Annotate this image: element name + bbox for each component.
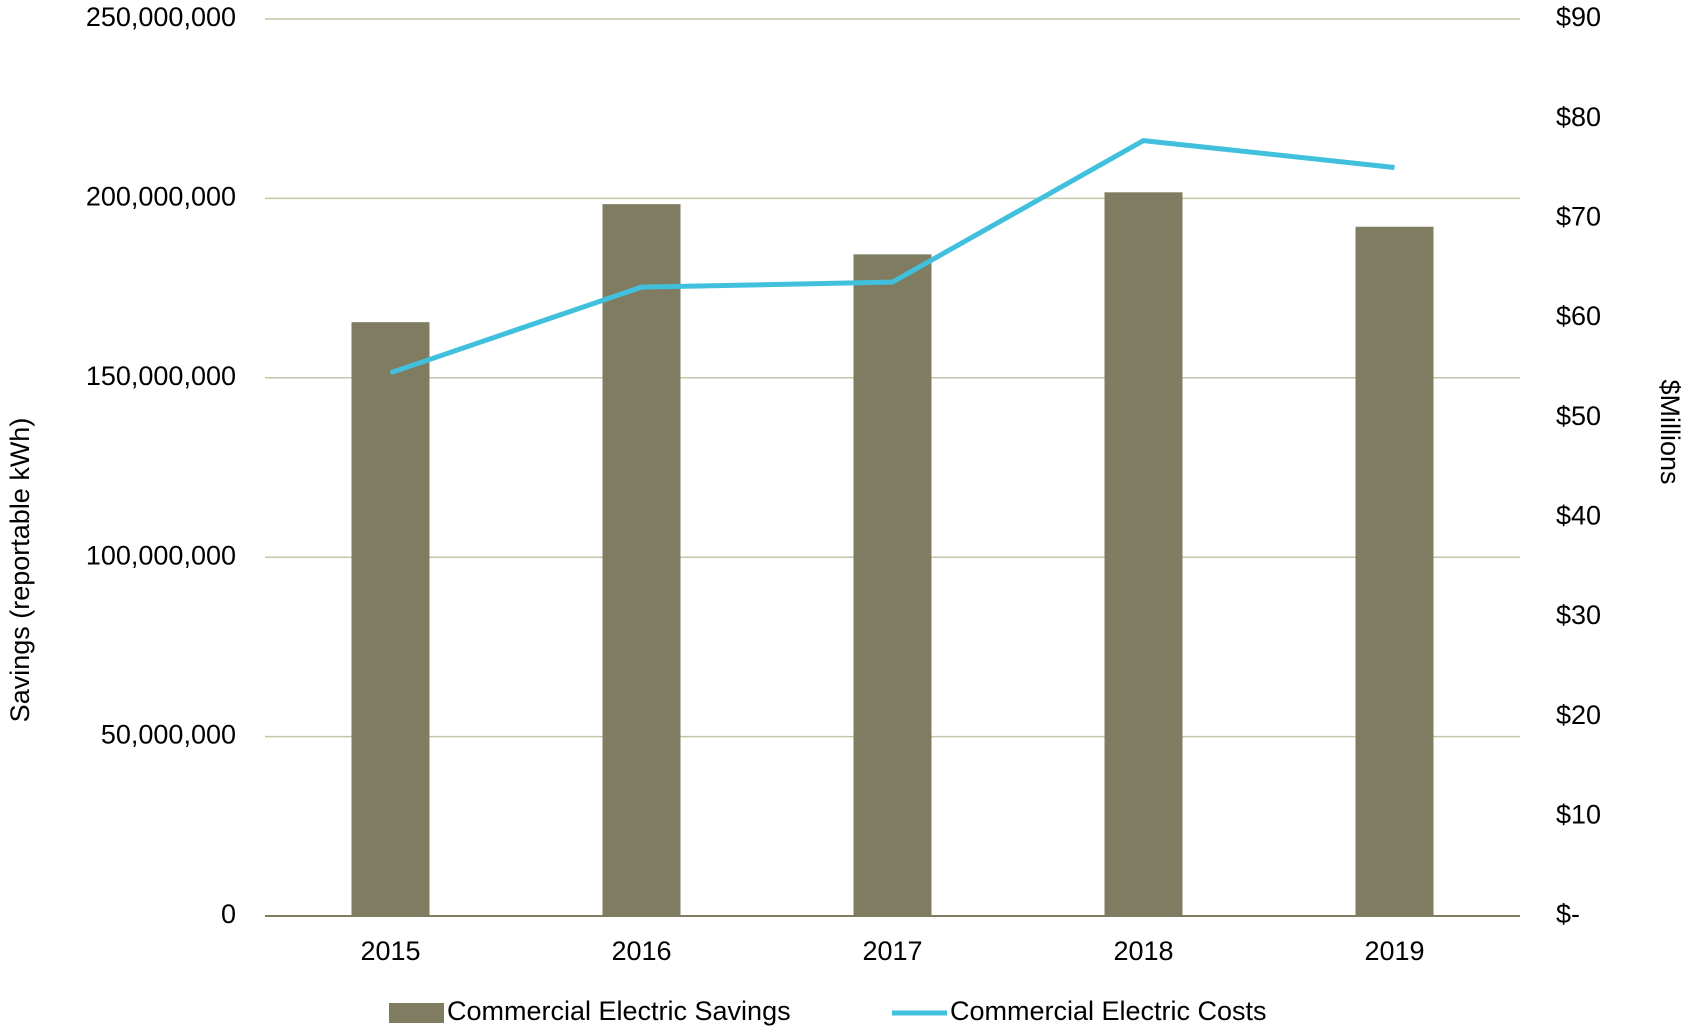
- x-tick-label: 2018: [1113, 936, 1173, 966]
- y2-tick-label: $60: [1556, 301, 1601, 331]
- bar: [351, 322, 430, 916]
- x-tick-label: 2015: [360, 936, 420, 966]
- y2-tick-label: $20: [1556, 700, 1601, 730]
- y2-tick-label: $30: [1556, 600, 1601, 630]
- bar: [853, 254, 932, 916]
- y2-tick-label: $70: [1556, 201, 1601, 231]
- y2-tick-label: $40: [1556, 500, 1601, 530]
- x-tick-label: 2019: [1364, 936, 1424, 966]
- y2-tick-label: $-: [1556, 899, 1580, 929]
- bar: [602, 204, 681, 916]
- y-axis-title: Savings (reportable kWh): [5, 418, 35, 723]
- y-tick-label: 200,000,000: [86, 182, 236, 212]
- bar: [1104, 192, 1183, 916]
- y-tick-label: 100,000,000: [86, 540, 236, 570]
- x-tick-label: 2016: [611, 936, 671, 966]
- y-tick-label: 50,000,000: [101, 720, 236, 750]
- legend-label: Commercial Electric Savings: [447, 996, 791, 1026]
- y-tick-label: 150,000,000: [86, 361, 236, 391]
- y-tick-label: 0: [221, 899, 236, 929]
- y-tick-label: 250,000,000: [86, 2, 236, 32]
- legend-swatch: [389, 1003, 444, 1023]
- y2-tick-label: $50: [1556, 401, 1601, 431]
- y2-tick-label: $90: [1556, 2, 1601, 32]
- line: [389, 138, 1395, 376]
- y2-tick-label: $80: [1556, 102, 1601, 132]
- x-tick-label: 2017: [862, 936, 922, 966]
- legend-label: Commercial Electric Costs: [950, 996, 1267, 1026]
- y2-axis-title: $Millions: [1655, 379, 1685, 484]
- y2-tick-label: $10: [1556, 799, 1601, 829]
- bar: [1355, 226, 1434, 917]
